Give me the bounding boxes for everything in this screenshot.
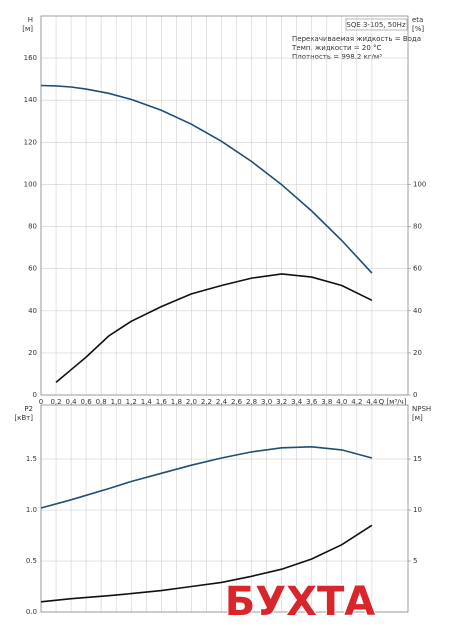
plot-frame: [40, 404, 409, 613]
y-tick-label: 40: [28, 307, 37, 315]
y-tick-label: 1.0: [26, 506, 37, 514]
y-tick-label: 120: [24, 138, 37, 146]
y2-tick-label: 100: [413, 180, 426, 188]
x-tick-label: 2,0: [186, 398, 197, 406]
y-tick-label: 100: [24, 180, 37, 188]
series-line: [40, 84, 373, 274]
y2-tick-label: 5: [413, 557, 417, 565]
x-tick-label: 3,2: [276, 398, 287, 406]
chart-title: SQE 3-105, 50Hz: [346, 21, 406, 29]
y-tick-label: 0.5: [26, 557, 37, 565]
x-axis-label: Q [м³/ч]: [379, 398, 407, 406]
x-tick-label: 2,4: [216, 398, 228, 406]
x-tick-label: 0,2: [50, 398, 61, 406]
x-tick-label: 1,4: [141, 398, 153, 406]
y2-tick-label: 60: [413, 265, 422, 273]
series-line: [40, 445, 373, 509]
annotation: Темп. жидкости = 20 °C: [291, 44, 382, 52]
y-tick-label: 60: [28, 265, 37, 273]
x-tick-label: 0,8: [96, 398, 107, 406]
series-line: [55, 273, 373, 384]
watermark: БУХТА: [225, 579, 375, 625]
x-tick-label: 3,4: [291, 398, 303, 406]
x-tick-label: 1,6: [156, 398, 168, 406]
x-tick-label: 2,2: [201, 398, 212, 406]
y2-tick-label: 40: [413, 307, 422, 315]
x-tick-label: 1,0: [111, 398, 122, 406]
y-tick-label: 0: [33, 391, 37, 399]
x-tick-label: 1,2: [126, 398, 137, 406]
annotation: Плотность = 998.2 кг/м³: [292, 53, 382, 61]
x-tick-label: 3,0: [261, 398, 272, 406]
y2-tick-label: 20: [413, 349, 422, 357]
x-tick-label: 4,0: [336, 398, 347, 406]
x-tick-label: 0,6: [81, 398, 93, 406]
y2-axis-label: eta: [412, 16, 423, 24]
y-tick-label: 80: [28, 223, 37, 231]
x-tick-label: 2,8: [246, 398, 257, 406]
x-tick-label: 4,4: [366, 398, 378, 406]
y2-tick-label: 10: [413, 506, 422, 514]
y-axis-label: P2: [24, 405, 33, 413]
x-tick-label: 4,2: [351, 398, 362, 406]
title-box: [345, 18, 408, 31]
y2-tick-label: 15: [413, 455, 422, 463]
x-tick-label: 0: [39, 398, 43, 406]
y2-tick-label: 0: [413, 391, 417, 399]
series-line: [40, 524, 373, 603]
x-tick-label: 3,6: [306, 398, 318, 406]
x-tick-label: 2,6: [231, 398, 243, 406]
y2-tick-label: 80: [413, 223, 422, 231]
y-tick-label: 1.5: [26, 455, 37, 463]
y2-axis-label: NPSH: [412, 405, 431, 413]
x-tick-label: 3,8: [321, 398, 332, 406]
y-axis-label: [кВт]: [14, 414, 33, 422]
y-tick-label: 160: [24, 54, 37, 62]
y-axis-label: H: [28, 16, 33, 24]
y2-axis-label: [%]: [412, 25, 424, 33]
annotation: Перекачиваемая жидкость = Вода: [292, 35, 421, 43]
y-axis-label: [м]: [22, 25, 33, 33]
x-tick-label: 0,4: [66, 398, 78, 406]
y-tick-label: 20: [28, 349, 37, 357]
plot-frame: [40, 15, 409, 396]
y-tick-label: 140: [24, 96, 37, 104]
y-tick-label: 0.0: [26, 608, 37, 616]
y2-axis-label: [м]: [412, 414, 423, 422]
x-tick-label: 1,8: [171, 398, 182, 406]
